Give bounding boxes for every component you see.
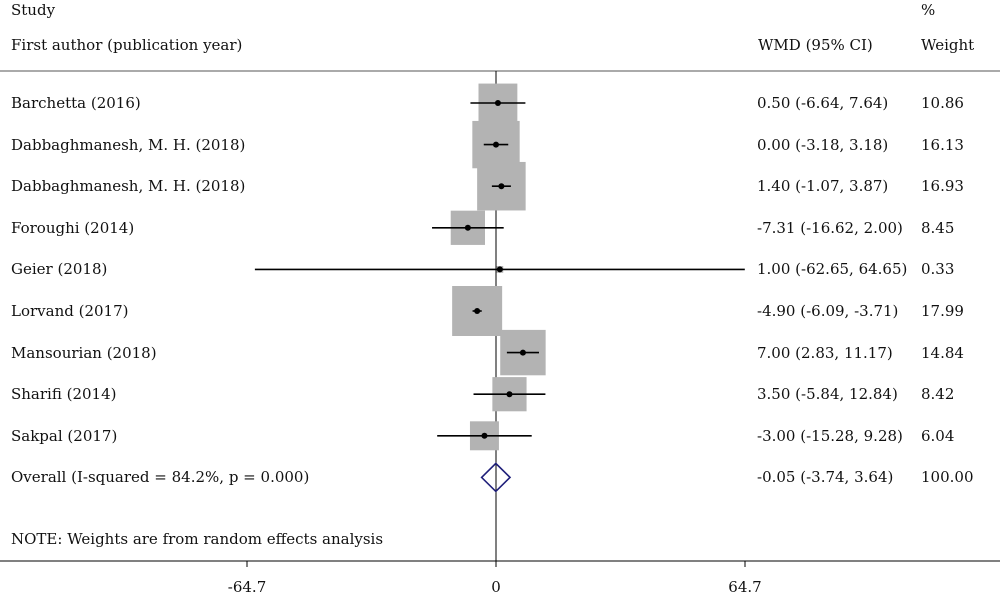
ci-value: -4.90 (-6.09, -3.71) xyxy=(757,302,899,320)
weight-value: 8.42 xyxy=(921,385,955,404)
overall-diamond xyxy=(480,462,512,493)
weight-value: 14.84 xyxy=(921,343,964,362)
weight-value: 8.45 xyxy=(921,218,955,237)
study-label: Foroughi (2014) xyxy=(11,218,135,237)
weight-header: Weight xyxy=(921,36,975,54)
first-author-header: First author (publication year) xyxy=(11,36,243,54)
weight-value: 6.04 xyxy=(921,426,955,445)
overall-weight-value: 100.00 xyxy=(921,468,974,487)
overall-ci-value: -0.05 (-3.74, 3.64) xyxy=(757,468,894,487)
ci-value: 3.50 (-5.84, 12.84) xyxy=(757,385,898,404)
point-estimate xyxy=(464,224,471,231)
ci-value: -7.31 (-16.62, 2.00) xyxy=(757,218,903,237)
study-label: Lorvand (2017) xyxy=(11,302,129,320)
study-label: Sakpal (2017) xyxy=(11,426,118,445)
weight-value: 10.86 xyxy=(921,94,964,112)
ci-value: 1.00 (-62.65, 64.65) xyxy=(757,260,908,279)
study-label: Mansourian (2018) xyxy=(11,343,157,362)
study-label: Geier (2018) xyxy=(11,260,108,279)
point-estimate xyxy=(506,391,513,398)
ci-value: 0.50 (-6.64, 7.64) xyxy=(757,94,889,112)
footnote: NOTE: Weights are from random effects an… xyxy=(11,530,384,548)
point-estimate xyxy=(474,308,481,314)
weight-value: 16.93 xyxy=(921,177,964,196)
weight-value: 0.33 xyxy=(921,260,955,279)
study-label: Dabbaghmanesh, M. H. (2018) xyxy=(11,135,246,154)
ci-value: 7.00 (2.83, 11.17) xyxy=(757,343,893,362)
ci-value: 1.40 (-1.07, 3.87) xyxy=(757,177,889,196)
ci-header: WMD (95% CI) xyxy=(758,36,873,54)
ci-value: -3.00 (-15.28, 9.28) xyxy=(757,426,903,445)
point-estimate xyxy=(493,141,499,148)
study-label: Dabbaghmanesh, M. H. (2018) xyxy=(11,177,246,196)
point-estimate xyxy=(496,266,503,273)
weight-value: 16.13 xyxy=(921,135,964,154)
point-estimate xyxy=(481,432,488,439)
study-header: Study xyxy=(11,1,56,19)
x-tick-label: 64.7 xyxy=(728,578,762,596)
study-label: Sharifi (2014) xyxy=(11,385,117,404)
x-tick-label: 0 xyxy=(491,578,501,596)
x-tick-label: -64.7 xyxy=(227,578,267,596)
point-estimate xyxy=(494,100,501,106)
study-label: Barchetta (2016) xyxy=(11,94,141,112)
ci-value: 0.00 (-3.18, 3.18) xyxy=(757,135,889,154)
point-estimate xyxy=(498,183,505,190)
point-estimate xyxy=(519,349,526,356)
weight-value: 17.99 xyxy=(921,302,964,320)
overall-label: Overall (I-squared = 84.2%, p = 0.000) xyxy=(11,468,310,487)
percent-header: % xyxy=(921,1,936,19)
